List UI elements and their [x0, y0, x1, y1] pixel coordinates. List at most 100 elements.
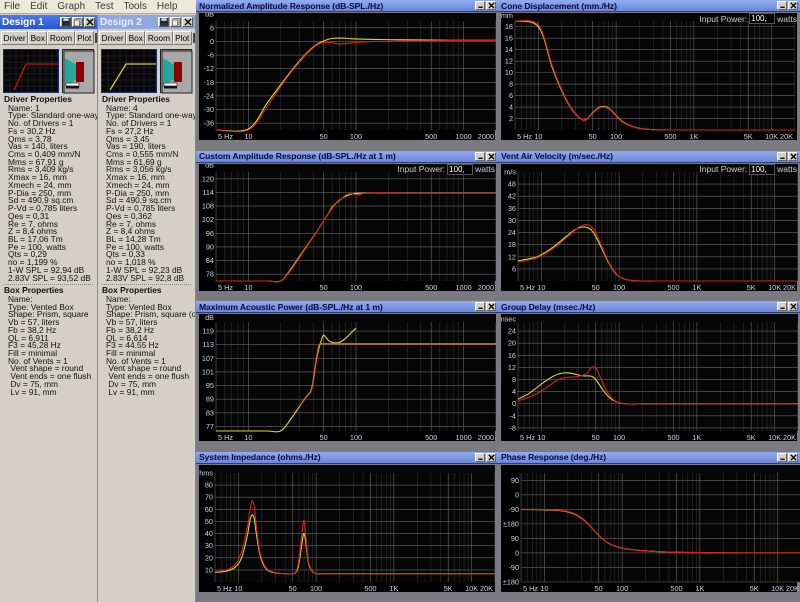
svg-text:24: 24 — [508, 228, 516, 237]
svg-text:6: 6 — [210, 23, 214, 32]
svg-text:-12: -12 — [203, 64, 214, 73]
svg-text:5 Hz: 5 Hz — [218, 433, 233, 441]
svg-text:36: 36 — [508, 203, 516, 212]
svg-text:12: 12 — [508, 363, 516, 372]
svg-text:500: 500 — [670, 584, 682, 592]
svg-text:-8: -8 — [510, 424, 517, 433]
svg-text:0: 0 — [515, 490, 519, 499]
svg-text:-30: -30 — [203, 105, 214, 114]
svg-text:83: 83 — [206, 408, 214, 417]
svg-text:-18: -18 — [203, 78, 214, 87]
svg-text:20K: 20K — [783, 283, 796, 291]
svg-text:30: 30 — [508, 215, 516, 224]
svg-text:10K: 10K — [771, 584, 784, 592]
svg-text:100: 100 — [613, 433, 625, 441]
svg-text:5 Hz: 5 Hz — [520, 283, 535, 291]
svg-text:1000: 1000 — [455, 433, 471, 441]
svg-text:5K: 5K — [744, 132, 753, 140]
svg-text:90: 90 — [511, 475, 519, 484]
svg-text:89: 89 — [206, 395, 214, 404]
svg-text:10K: 10K — [765, 132, 778, 140]
svg-text:dB: dB — [205, 314, 214, 322]
svg-text:-24: -24 — [203, 91, 214, 100]
svg-text:10K: 10K — [768, 283, 781, 291]
svg-text:10K: 10K — [768, 433, 781, 441]
svg-text:-90: -90 — [508, 563, 519, 572]
svg-text:50: 50 — [592, 433, 600, 441]
svg-text:12: 12 — [505, 57, 513, 66]
svg-text:1K: 1K — [692, 283, 701, 291]
svg-text:48: 48 — [508, 179, 516, 188]
svg-text:2: 2 — [509, 114, 513, 123]
svg-text:500: 500 — [425, 433, 437, 441]
svg-text:78: 78 — [206, 269, 214, 278]
svg-text:101: 101 — [202, 368, 214, 377]
svg-text:10: 10 — [244, 283, 252, 291]
svg-text:96: 96 — [206, 228, 214, 237]
svg-text:16: 16 — [505, 34, 513, 43]
svg-text:107: 107 — [202, 354, 214, 363]
svg-text:50: 50 — [320, 433, 328, 441]
svg-text:18: 18 — [505, 22, 513, 31]
svg-text:95: 95 — [206, 381, 214, 390]
svg-text:100: 100 — [613, 283, 625, 291]
svg-text:10: 10 — [244, 132, 252, 140]
svg-text:5 Hz: 5 Hz — [517, 132, 532, 140]
svg-text:50: 50 — [320, 283, 328, 291]
svg-text:500: 500 — [667, 283, 679, 291]
svg-text:1K: 1K — [389, 584, 398, 592]
svg-text:5K: 5K — [747, 433, 756, 441]
svg-text:-90: -90 — [508, 504, 519, 513]
svg-text:5 Hz: 5 Hz — [523, 584, 538, 592]
svg-text:120: 120 — [202, 174, 214, 183]
svg-text:50: 50 — [205, 516, 213, 525]
svg-text:dB: dB — [205, 164, 214, 170]
svg-text:80: 80 — [205, 480, 213, 489]
svg-text:50: 50 — [592, 283, 600, 291]
svg-text:42: 42 — [508, 191, 516, 200]
svg-text:500: 500 — [667, 433, 679, 441]
svg-text:60: 60 — [205, 504, 213, 513]
svg-text:84: 84 — [206, 256, 214, 265]
svg-text:10: 10 — [537, 433, 545, 441]
svg-text:0: 0 — [515, 548, 519, 557]
svg-text:70: 70 — [205, 492, 213, 501]
svg-text:500: 500 — [425, 283, 437, 291]
svg-text:±180: ±180 — [503, 519, 519, 528]
svg-text:2000: 2000 — [478, 132, 494, 140]
svg-text:1K: 1K — [692, 433, 701, 441]
svg-text:0: 0 — [210, 37, 214, 46]
svg-text:0: 0 — [512, 399, 516, 408]
svg-text:90: 90 — [206, 242, 214, 251]
svg-text:20K: 20K — [786, 584, 799, 592]
svg-text:1000: 1000 — [455, 132, 471, 140]
svg-text:100: 100 — [610, 132, 622, 140]
svg-text:10: 10 — [537, 283, 545, 291]
svg-text:dB: dB — [205, 13, 214, 19]
svg-text:1K: 1K — [695, 584, 704, 592]
svg-text:5K: 5K — [444, 584, 453, 592]
svg-text:50: 50 — [289, 584, 297, 592]
svg-text:16: 16 — [508, 351, 516, 360]
svg-text:18: 18 — [508, 240, 516, 249]
svg-text:114: 114 — [202, 187, 214, 196]
svg-text:500: 500 — [364, 584, 376, 592]
svg-text:20K: 20K — [480, 584, 493, 592]
svg-text:±180: ±180 — [503, 577, 519, 586]
svg-text:14: 14 — [505, 45, 513, 54]
svg-text:10: 10 — [244, 433, 252, 441]
svg-text:20: 20 — [205, 553, 213, 562]
svg-text:msec: msec — [501, 315, 516, 324]
svg-text:6: 6 — [512, 264, 516, 273]
svg-text:40: 40 — [205, 529, 213, 538]
svg-text:m/s: m/s — [504, 167, 516, 176]
svg-text:2000: 2000 — [478, 433, 494, 441]
svg-text:20: 20 — [508, 339, 516, 348]
svg-text:1000: 1000 — [455, 283, 471, 291]
svg-text:mm: mm — [501, 13, 513, 20]
svg-text:-6: -6 — [208, 51, 215, 60]
svg-text:20K: 20K — [780, 132, 793, 140]
svg-text:30: 30 — [205, 541, 213, 550]
svg-text:77: 77 — [206, 422, 214, 431]
svg-text:108: 108 — [202, 201, 214, 210]
